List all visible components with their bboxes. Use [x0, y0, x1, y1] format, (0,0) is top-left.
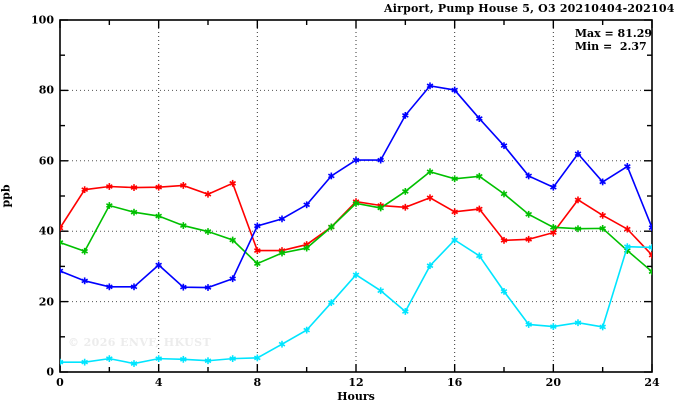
chart-title: Airport, Pump House 5, O3 20210404-20210… [384, 2, 674, 15]
min-value-text: Min = 2.37 [574, 40, 647, 53]
series-series-red [60, 179, 652, 259]
x-tick-label: 8 [253, 376, 262, 389]
y-tick-label: 60 [38, 154, 54, 168]
x-tick-label: 20 [545, 376, 561, 389]
series-series-green [60, 168, 652, 276]
x-tick-label: 24 [644, 376, 660, 389]
y-tick-label: 40 [38, 224, 54, 238]
watermark: © 2026 ENVF, HKUST [68, 336, 212, 349]
x-tick-label: 4 [154, 376, 163, 389]
series-series-blue [60, 82, 652, 291]
y-tick-label: 20 [38, 295, 54, 309]
series-series-cyan [60, 236, 652, 367]
y-tick-label: 100 [31, 13, 54, 27]
y-axis-ticks: 0 20 40 60 80 100 [10, 0, 54, 409]
x-tick-label: 0 [56, 376, 64, 389]
max-value-text: Max = 81.29 [574, 27, 652, 40]
y-tick-label: 80 [38, 83, 54, 97]
x-axis-label: Hours [337, 390, 375, 403]
x-tick-label: 16 [447, 376, 463, 389]
y-tick-label: 0 [46, 365, 54, 379]
x-tick-label: 12 [348, 376, 364, 389]
stats-annotation: Max = 81.29 Min = 2.37 [575, 27, 652, 53]
